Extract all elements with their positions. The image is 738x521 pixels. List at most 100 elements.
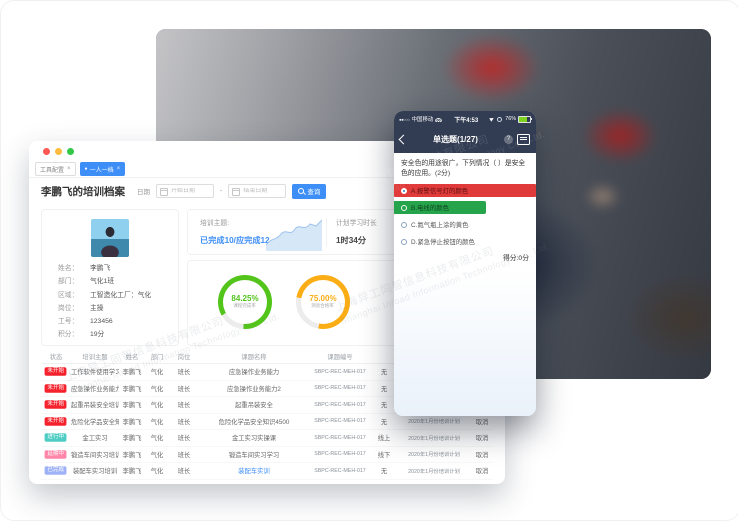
radio-icon[interactable] [401,238,407,245]
start-date-input[interactable] [171,188,213,194]
profile-field-value: 气化1班 [90,278,115,286]
quiz-option[interactable]: B.电线的颜色 [394,201,487,215]
profile-field-row: 工号： 123456 [42,316,178,329]
mode-cell: 线上 [377,435,391,443]
tab-label: 工具配置 [40,167,65,174]
table-row: 未开始危险化学品安全知识4500李鹏飞气化班长危险化学品安全知识4500SBPC… [41,414,493,430]
topic-progress: 已完成10/应完成12 [200,236,270,245]
mode-cell: 无 [380,418,388,426]
quiz-pass-donut: 75.00% 测验合格率 [296,275,350,329]
radio-selected-icon[interactable] [401,187,407,194]
table-row: 延期中 锻造车间实习培训 李鹏飞 气化 班长 锻造车间实习学习 SBPC-REC-MEH-0… [41,447,493,463]
status-badge: 延期中 [44,449,68,459]
active-tab-dot-icon: ● [84,165,88,172]
profile-field-row: 积分： 19分 [42,329,178,342]
plan-cell: 2020年1月份培训计划 [408,452,460,459]
quiz-option[interactable]: C.氮气瓶上涂的黄色 [401,218,529,231]
tab-close-icon[interactable]: × [116,166,121,172]
help-icon[interactable]: ? [504,134,513,144]
quiz-title: 单选题(1/27) [433,134,478,144]
score-text: 得分:0分 [502,255,529,263]
name-cell: 李鹏飞 [122,418,142,426]
radio-icon[interactable] [401,221,407,228]
option-label: C.氮气瓶上涂的黄色 [411,222,469,230]
action-cell[interactable]: 取消 [475,468,489,476]
topic-cell: 起重吊装安全培训 [71,402,119,410]
quiz-option[interactable]: D.紧急停止按钮的颜色 [401,235,529,248]
plan-cell: 2020年1月份培训计划 [408,468,460,475]
status-cell: 延期中 [41,449,71,459]
search-button[interactable]: 查询 [292,183,327,199]
table-header-row: 状态 培训主题 姓名 部门 岗位 课题名称 课题编号 [41,349,493,364]
table-body: 未开始 工作软件使用学习 李鹏飞 气化 班长 应急操作业务能力 SBPC-REC-MEH-0… [41,364,493,480]
end-date-input[interactable] [243,188,286,194]
action-cell[interactable]: 取消 [475,451,489,459]
tab-工具配置[interactable]: 工具配置 × [35,162,76,176]
topic-cell: 应急操作业务能力2 [71,385,119,393]
status-badge: 进行中 [44,433,68,442]
answer-sheet-icon[interactable] [517,133,530,145]
action-cell[interactable]: 取消 [475,418,489,426]
topic-cell: 锻造车间实习培训 [71,451,119,459]
topic-cell: 装配车实习培训 [72,468,118,476]
table-header-cell: 课题名称 [241,353,267,361]
topic-label: 培训主题: [200,220,230,227]
course-code-cell: SBPC-REC-MEH-017 [314,401,366,408]
tab-label: 一人一档 [89,167,114,174]
option-label: B.电线的颜色 [411,205,449,213]
course-cell: 应急操作业务能力2 [227,385,281,393]
profile-field-row: 区域： 工智造化工厂：气化 [42,289,178,302]
avatar [91,219,129,257]
tab-一人一档[interactable]: ● 一人一档 × [79,162,126,176]
option-label: D.紧急停止按钮的颜色 [411,239,475,247]
location-arrow-icon [489,116,495,122]
course-code-cell: SBPC-REC-MEH-017 [314,385,366,392]
traffic-light-zoom-icon[interactable] [67,147,74,155]
end-date-field[interactable] [228,184,287,198]
battery-percent: 76% [505,116,516,122]
post-cell: 班长 [177,435,191,443]
profile-field-label: 部门： [58,278,79,286]
donut-caption: 课程完成率 [233,303,257,309]
phone-mockup: ●●○○○ 中国移动 下午4:53 76% 单选题(1/27) ? 安全色的用途… [394,111,536,416]
calendar-icon [160,188,168,196]
carrier-label: 中国移动 [411,117,434,123]
tab-close-icon[interactable]: × [67,166,71,172]
quiz-option[interactable]: A.报警信号灯的颜色 [394,184,536,198]
date-label: 日期 [137,189,150,196]
profile-card: 姓名： 李鹏飞 部门： 气化1班 区域： 工智造化工厂：气化 岗位： 主操 工号： 123456 积… [41,209,179,346]
dept-cell: 气化 [150,402,164,410]
table-header-cell: 姓名 [125,353,139,361]
status-cell: 未开始 [41,383,71,393]
status-time: 下午4:53 [454,117,479,124]
status-badge: 未开始 [44,383,68,393]
sparkline-chart [266,219,322,251]
traffic-light-close-icon[interactable] [43,147,50,155]
training-table: 状态 培训主题 姓名 部门 岗位 课题名称 课题编号 未开始 工作软件使用学习 李鹏飞 气化 班长应… [41,349,493,480]
name-cell: 李鹏飞 [122,402,142,410]
profile-field-label: 工号： [58,317,79,325]
plan-duration-label: 计划学习时长 [336,220,377,227]
profile-field-label: 区域： [58,291,79,299]
course-cell[interactable]: 装配车实训 [238,468,270,476]
plan-cell: 2020年1月份培训计划 [408,435,460,442]
name-cell: 李鹏飞 [122,451,142,459]
toolbar: 李鹏飞的培训档案 日期 - 查询 [29,178,505,204]
topic-cell: 危险化学品安全知识4500 [71,418,119,426]
mode-cell: 无 [380,468,388,476]
phone-header: ●●○○○ 中国移动 下午4:53 76% 单选题(1/27) ? [394,111,536,153]
start-date-field[interactable] [156,184,214,198]
action-cell[interactable]: 取消 [475,435,489,443]
post-cell: 班长 [177,385,191,393]
profile-field-label: 积分： [58,331,79,339]
profile-field-value: 19分 [90,331,105,339]
wifi-icon [435,116,443,122]
table-row: 进行中 金工实习 李鹏飞 气化 班长 金工实习实操课 SBPC-REC-MEH-017 线上 2… [41,430,493,447]
dept-cell: 气化 [150,385,164,393]
dept-cell: 气化 [150,418,164,426]
traffic-light-minimize-icon[interactable] [55,147,62,155]
course-cell: 起重吊装安全 [235,402,273,410]
dept-cell: 气化 [150,369,164,377]
radio-icon[interactable] [401,204,407,211]
